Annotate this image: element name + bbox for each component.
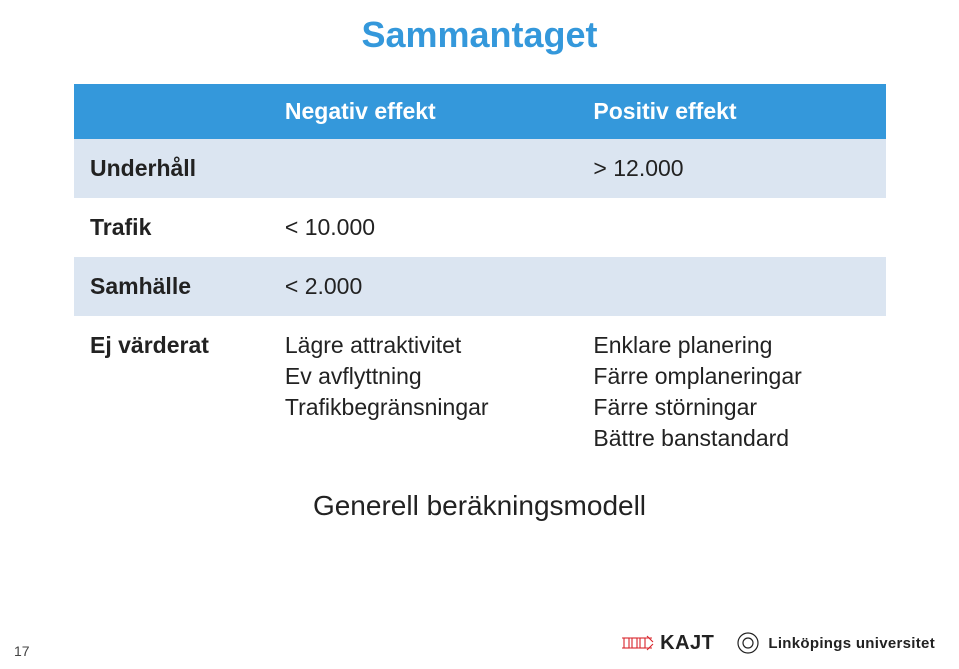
summary-table: Negativ effektPositiv effekt Underhåll > … [74,84,886,468]
table-cell-negative [269,139,578,198]
table-cell-positive: > 12.000 [577,139,886,198]
table-row: Ej värderatLägre attraktivitetEv avflytt… [74,316,886,468]
table-cell-negative: < 2.000 [269,257,578,316]
table-header-cell: Positiv effekt [577,84,886,139]
slide-subtitle: Generell beräkningsmodell [0,490,959,522]
table-row: Trafik< 10.000 [74,198,886,257]
table: Negativ effektPositiv effekt Underhåll > … [74,84,886,468]
liu-seal-icon [736,631,760,655]
kajt-label: KAJT [660,632,714,655]
kajt-logo: KAJT [620,632,714,655]
slide: Sammantaget Negativ effektPositiv effekt… [0,0,959,669]
table-cell-positive: Enklare planeringFärre omplaneringarFärr… [577,316,886,468]
table-row-label: Underhåll [74,139,269,198]
table-cell-positive [577,198,886,257]
slide-title: Sammantaget [0,14,959,56]
liu-logo: Linköpings universitet [736,631,935,655]
table-cell-negative: < 10.000 [269,198,578,257]
table-row-label: Ej värderat [74,316,269,468]
table-row: Underhåll > 12.000 [74,139,886,198]
table-head: Negativ effektPositiv effekt [74,84,886,139]
liu-label: Linköpings universitet [768,635,935,652]
table-header-row: Negativ effektPositiv effekt [74,84,886,139]
table-row-label: Samhälle [74,257,269,316]
footer-logos: KAJT Linköpings universitet [620,631,935,655]
page-number: 17 [14,643,30,659]
kajt-icon [620,632,654,654]
table-header-cell [74,84,269,139]
table-cell-negative: Lägre attraktivitetEv avflyttningTrafikb… [269,316,578,468]
table-row: Samhälle< 2.000 [74,257,886,316]
table-body: Underhåll> 12.000Trafik< 10.000Samhälle<… [74,139,886,468]
table-header-cell: Negativ effekt [269,84,578,139]
table-cell-positive [577,257,886,316]
table-row-label: Trafik [74,198,269,257]
